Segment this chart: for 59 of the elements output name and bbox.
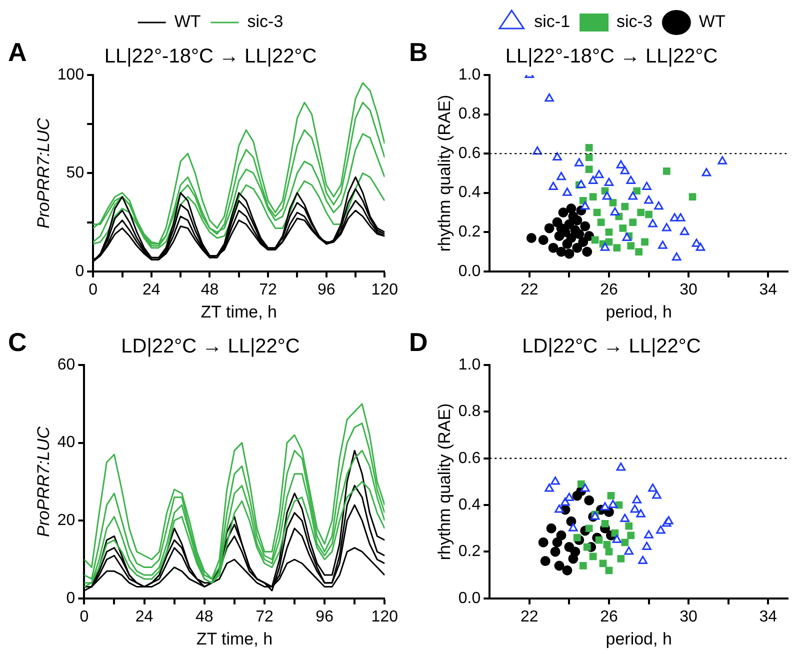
y-tick-label: 20 bbox=[57, 512, 76, 530]
y-axis-title: rhythm quality (RAE) bbox=[434, 403, 454, 560]
text: C bbox=[8, 327, 27, 358]
x-tick-label: 24 bbox=[135, 608, 154, 626]
x-tick-label: 120 bbox=[371, 281, 398, 298]
y-tick-label: 0.8 bbox=[458, 403, 481, 420]
y-tick-label: 40 bbox=[57, 434, 76, 452]
x-tick-label: 30 bbox=[680, 608, 698, 626]
y-tick-label: 0.6 bbox=[458, 450, 481, 467]
x-axis-title: period, h bbox=[606, 302, 672, 322]
y-tick-label: 1.0 bbox=[458, 66, 481, 84]
x-tick-label: 96 bbox=[316, 608, 334, 626]
x-tick-label: 48 bbox=[200, 281, 219, 298]
x-tick-label: 22 bbox=[520, 281, 538, 298]
chart-title: LL|22°-18°C → LL|22°C bbox=[505, 46, 718, 68]
x-axis-title: ZT time, h bbox=[200, 302, 277, 322]
x-tick-label: 34 bbox=[759, 608, 778, 626]
x-axis-title: period, h bbox=[606, 629, 672, 648]
x-tick-label: 26 bbox=[600, 281, 618, 298]
y-tick-label: 0.0 bbox=[458, 590, 481, 607]
y-tick-label: 100 bbox=[57, 66, 84, 84]
x-tick-label: 72 bbox=[259, 281, 278, 298]
x-tick-label: 96 bbox=[317, 281, 336, 298]
y-axis-title: ProPRR7:LUC bbox=[34, 426, 53, 537]
chart-title: LL|22°-18°C → LL|22°C bbox=[104, 46, 317, 68]
y-axis-title: ProPRR7:LUC bbox=[34, 117, 53, 228]
text: B bbox=[409, 37, 428, 68]
legend-label: sic-3 bbox=[247, 12, 284, 32]
y-tick-label: 50 bbox=[66, 164, 84, 182]
x-axis-title: ZT time, h bbox=[196, 629, 273, 648]
y-tick-label: 1.0 bbox=[458, 356, 481, 374]
chart-title: LD|22°C → LL|22°C bbox=[522, 336, 701, 358]
y-axis-title: rhythm quality (RAE) bbox=[434, 94, 454, 252]
y-tick-label: 0 bbox=[66, 590, 76, 607]
y-tick-label: 0.2 bbox=[458, 224, 481, 241]
legend-label: WT bbox=[698, 12, 726, 32]
chart-title: LD|22°C → LL|22°C bbox=[121, 336, 300, 358]
y-tick-label: 60 bbox=[57, 356, 76, 374]
y-tick-label: 0.8 bbox=[458, 106, 481, 123]
y-tick-label: 0.2 bbox=[458, 543, 481, 560]
y-tick-label: 0.4 bbox=[458, 184, 481, 202]
x-tick-label: 72 bbox=[256, 608, 274, 626]
x-tick-label: 48 bbox=[195, 608, 214, 626]
x-tick-label: 120 bbox=[371, 608, 398, 626]
legend-label: WT bbox=[174, 12, 201, 32]
y-tick-label: 0 bbox=[75, 262, 84, 280]
x-tick-label: 24 bbox=[142, 281, 160, 298]
x-tick-label: 34 bbox=[759, 281, 778, 298]
text: D bbox=[409, 327, 428, 358]
x-tick-label: 0 bbox=[88, 281, 98, 298]
y-tick-label: 0.4 bbox=[458, 496, 481, 514]
x-tick-label: 30 bbox=[680, 281, 698, 298]
text: A bbox=[8, 37, 27, 68]
y-tick-label: 0.6 bbox=[458, 144, 481, 162]
x-tick-label: 22 bbox=[520, 608, 538, 626]
legend-label: sic-3 bbox=[616, 12, 652, 32]
legend-label: sic-1 bbox=[534, 12, 570, 32]
y-tick-label: 0.0 bbox=[458, 262, 481, 280]
x-tick-label: 26 bbox=[600, 608, 618, 626]
